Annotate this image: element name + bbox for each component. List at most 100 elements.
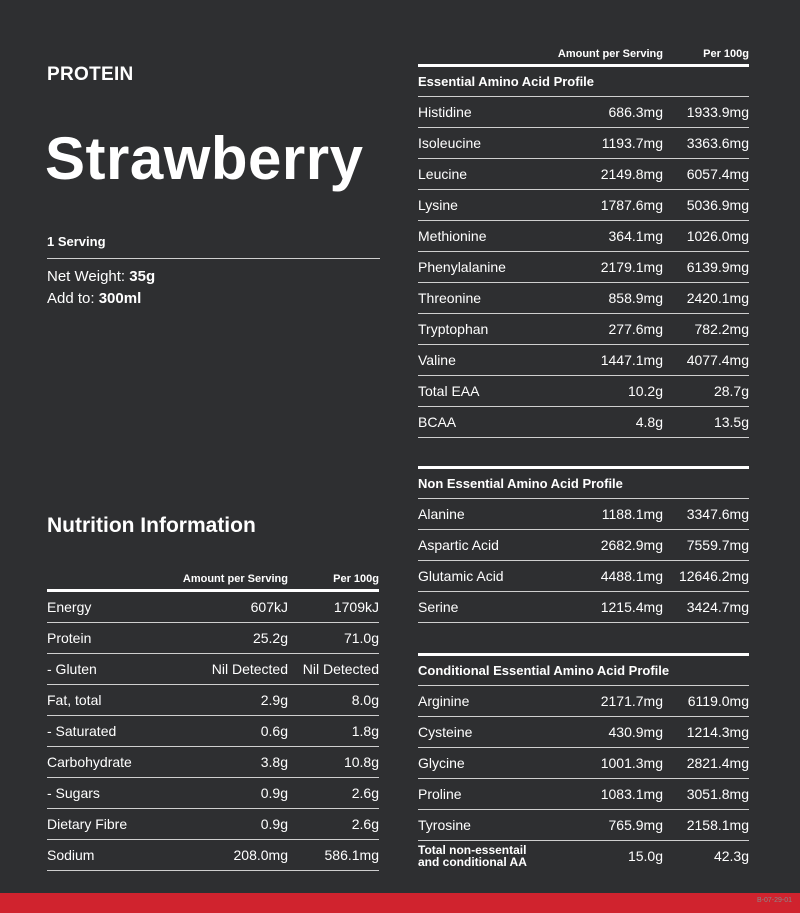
row-per100-value: 1709kJ [333,599,379,615]
product-category: PROTEIN [47,64,134,85]
row-name: - Sugars [47,785,100,801]
row-per100-value: 71.0g [343,630,379,646]
row-name: Sodium [47,847,95,863]
table-row: Phenylalanine 2179.1mg 6139.9mg [418,252,749,283]
row-name: Threonine [418,290,482,306]
add-to-label: Add to: [47,290,99,307]
row-serving-value: 277.6mg [608,321,663,337]
row-name: Arginine [418,693,470,709]
row-per100-value: 2158.1mg [686,817,749,833]
row-name: BCAA [418,414,457,430]
row-serving-value: 15.0g [627,848,663,864]
row-per100-value: 8.0g [351,692,379,708]
row-serving-value: 1787.6mg [600,197,663,213]
amino-table: Amount per Serving Per 100g Essential Am… [418,44,749,871]
footer-bar [0,893,800,913]
row-serving-value: 0.6g [260,723,288,739]
serving-heading: 1 Serving [47,234,106,249]
divider [418,653,749,656]
row-serving-value: 10.2g [627,383,663,399]
row-name: Cysteine [418,724,473,740]
divider [47,258,380,259]
table-row: Glycine 1001.3mg 2821.4mg [418,748,749,779]
row-name: Leucine [418,166,468,182]
table-row: Energy 607kJ 1709kJ [47,592,379,623]
row-serving-value: 607kJ [250,599,288,615]
table-row: Aspartic Acid 2682.9mg 7559.7mg [418,530,749,561]
row-serving-value: 208.0mg [233,847,288,863]
table-row: Glutamic Acid 4488.1mg 12646.2mg [418,561,749,592]
table-row: Dietary Fibre 0.9g 2.6g [47,809,379,840]
row-serving-value: 2179.1mg [600,259,663,275]
row-name: Total EAA [418,383,480,399]
row-serving-value: 1001.3mg [600,755,663,771]
row-name: Serine [418,599,459,615]
nutrition-title: Nutrition Information [47,514,256,537]
row-name: Valine [418,352,456,368]
table-row: Protein 25.2g 71.0g [47,623,379,654]
table-row: Leucine 2149.8mg 6057.4mg [418,159,749,190]
row-per100-value: 1026.0mg [686,228,749,244]
divider [47,589,379,592]
total-non-essential-row: Total non-essentail and conditional AA 1… [418,841,749,871]
col-amount-per-serving: Amount per Serving [182,573,288,585]
table-row: Methionine 364.1mg 1026.0mg [418,221,749,252]
row-per100-value: 42.3g [713,848,749,864]
row-serving-value: 3.8g [260,754,288,770]
row-serving-value: 686.3mg [608,104,663,120]
row-per100-value: 28.7g [713,383,749,399]
row-serving-value: 2.9g [260,692,288,708]
divider [418,466,749,469]
row-name: Glutamic Acid [418,568,504,584]
col-amount-per-serving: Amount per Serving [557,48,663,60]
row-per100-value: 6139.9mg [686,259,749,275]
net-weight: Net Weight: 35g [47,268,155,285]
net-weight-value: 35g [129,268,156,285]
row-per100-value: 4077.4mg [686,352,749,368]
table-row: Total EAA 10.2g 28.7g [418,376,749,407]
row-name: Glycine [418,755,465,771]
row-per100-value: 3347.6mg [686,506,749,522]
divider [418,64,749,67]
add-to-value: 300ml [98,290,142,307]
essential-rows: Histidine 686.3mg 1933.9mg Isoleucine 1193.7… [418,97,749,438]
row-name: Lysine [418,197,458,213]
table-row: Arginine 2171.7mg 6119.0mg [418,686,749,717]
row-name: Tryptophan [418,321,489,337]
row-serving-value: 2149.8mg [600,166,663,182]
row-per100-value: 5036.9mg [686,197,749,213]
row-serving-value: 4488.1mg [600,568,663,584]
table-row: Alanine 1188.1mg 3347.6mg [418,499,749,530]
row-name: - Gluten [47,661,97,677]
non-essential-title: Non Essential Amino Acid Profile [418,469,749,499]
flavour-title: Strawberry [45,125,364,192]
row-serving-value: 2682.9mg [600,537,663,553]
nutrition-header: Amount per Serving Per 100g [47,569,379,589]
row-per100-value: 6119.0mg [687,693,749,709]
row-per100-value: 12646.2mg [678,568,749,584]
row-per100-value: 10.8g [343,754,379,770]
row-serving-value: 1193.7mg [601,135,663,151]
row-serving-value: 765.9mg [608,817,663,833]
row-name: Alanine [418,506,465,522]
row-per100-value: 2821.4mg [686,755,749,771]
row-per100-value: 2.6g [351,816,379,832]
table-row: Proline 1083.1mg 3051.8mg [418,779,749,810]
row-per100-value: 1214.3mg [686,724,749,740]
row-per100-value: 2420.1mg [686,290,749,306]
footer-code: B-07-29-01 [756,897,792,904]
row-name: Energy [47,599,92,615]
col-per-100g: Per 100g [333,573,379,585]
table-row: Lysine 1787.6mg 5036.9mg [418,190,749,221]
nutrition-table: Amount per Serving Per 100g Energy 607kJ 1… [47,569,379,871]
row-name: Total non-essentail and conditional AA [418,843,527,869]
row-name: Proline [418,786,462,802]
row-serving-value: 2171.7mg [600,693,663,709]
table-row: BCAA 4.8g 13.5g [418,407,749,438]
table-row: Isoleucine 1193.7mg 3363.6mg [418,128,749,159]
row-name: Aspartic Acid [418,537,499,553]
net-weight-label: Net Weight: [47,268,130,285]
row-per100-value: 3363.6mg [686,135,749,151]
row-name: Protein [47,630,92,646]
essential-title: Essential Amino Acid Profile [418,67,749,97]
